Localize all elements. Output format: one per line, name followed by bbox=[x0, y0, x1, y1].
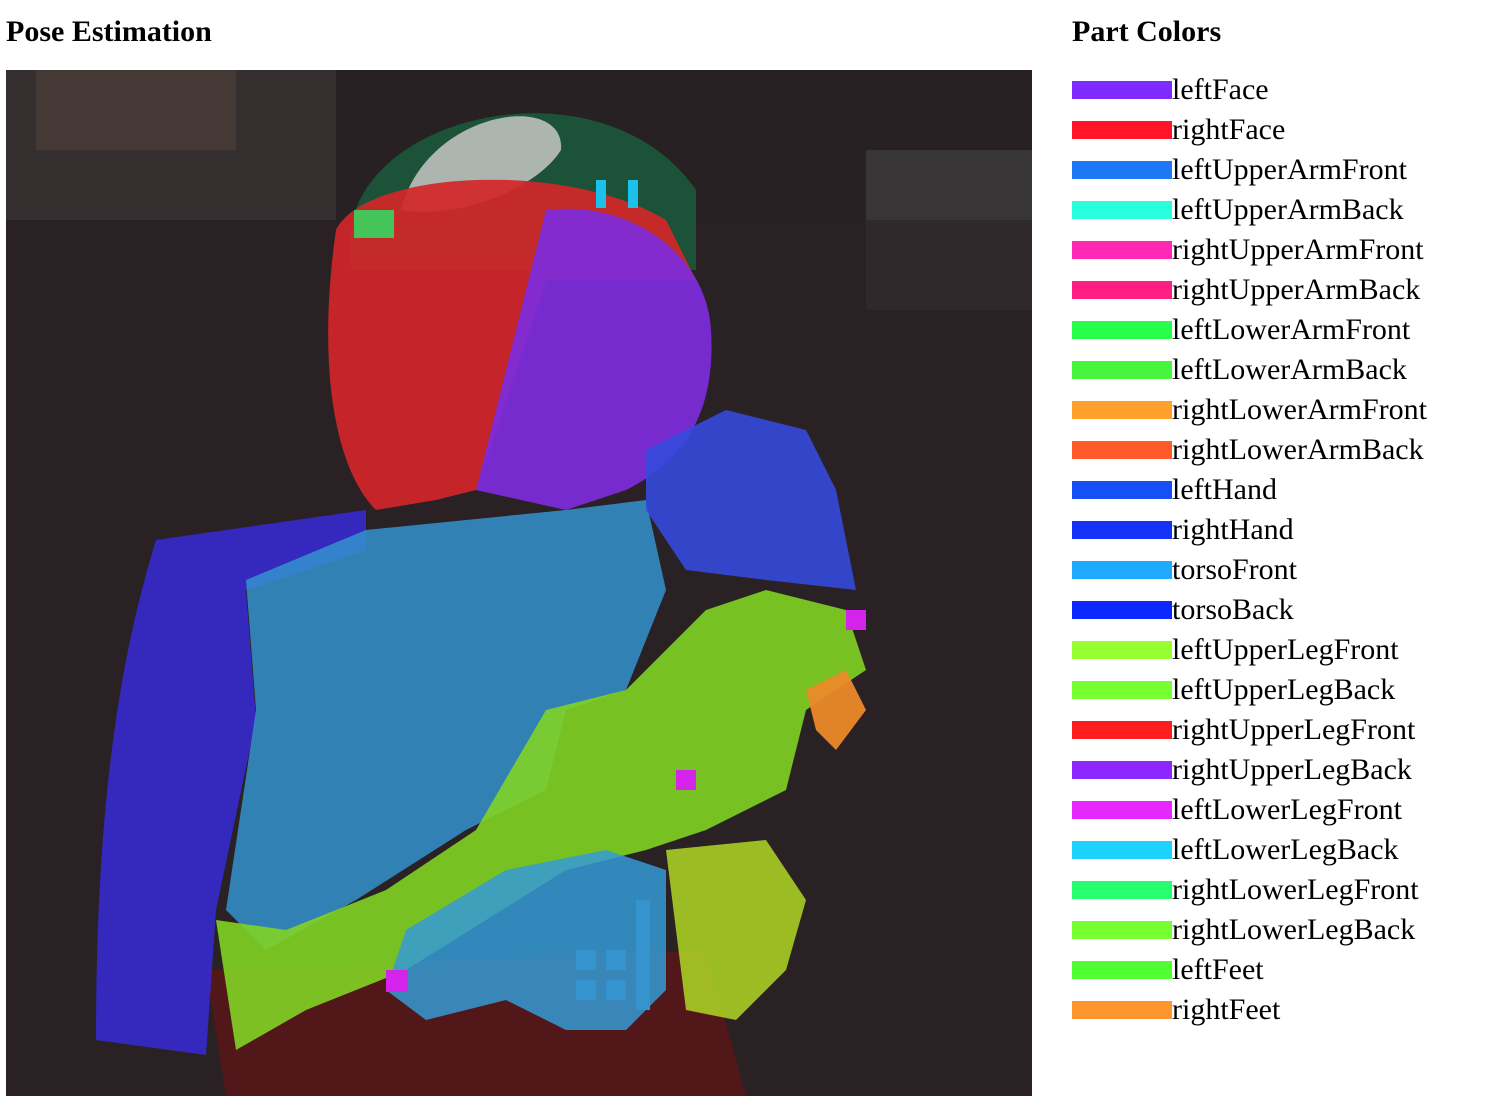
color-swatch bbox=[1072, 721, 1172, 739]
legend-item-right-lower-leg-front: rightLowerLegFront bbox=[1072, 870, 1427, 910]
part-label: leftHand bbox=[1172, 473, 1277, 506]
lower-arm-region bbox=[216, 590, 866, 1050]
part-label: rightUpperArmBack bbox=[1172, 273, 1421, 306]
legend-item-left-upper-leg-front: leftUpperLegFront bbox=[1072, 630, 1427, 670]
color-swatch bbox=[1072, 961, 1172, 979]
legend-item-right-lower-arm-back: rightLowerArmBack bbox=[1072, 430, 1427, 470]
part-label: rightLowerArmBack bbox=[1172, 433, 1424, 466]
dim-overlay bbox=[6, 70, 1032, 1096]
color-swatch bbox=[1072, 161, 1172, 179]
magenta-accent-2 bbox=[386, 970, 408, 992]
legend-item-left-face: leftFace bbox=[1072, 70, 1427, 110]
legend-item-left-upper-arm-front: leftUpperArmFront bbox=[1072, 150, 1427, 190]
part-label: rightLowerLegBack bbox=[1172, 913, 1416, 946]
legend-item-torso-back: torsoBack bbox=[1072, 590, 1427, 630]
right-feet-accent bbox=[806, 670, 866, 750]
part-label: rightLowerArmFront bbox=[1172, 393, 1427, 426]
color-swatch bbox=[1072, 761, 1172, 779]
part-label: leftLowerLegBack bbox=[1172, 833, 1399, 866]
color-swatch bbox=[1072, 241, 1172, 259]
part-label: leftFeet bbox=[1172, 953, 1264, 986]
part-label: rightLowerLegFront bbox=[1172, 873, 1419, 906]
color-swatch bbox=[1072, 321, 1172, 339]
color-swatch bbox=[1072, 121, 1172, 139]
left-upper-arm-region bbox=[96, 510, 366, 1055]
part-label: leftUpperLegBack bbox=[1172, 673, 1396, 706]
color-swatch bbox=[1072, 361, 1172, 379]
legend-item-left-hand: leftHand bbox=[1072, 470, 1427, 510]
part-label: leftUpperArmBack bbox=[1172, 193, 1404, 226]
color-swatch bbox=[1072, 281, 1172, 299]
part-label: rightUpperLegFront bbox=[1172, 713, 1416, 746]
legend-item-right-hand: rightHand bbox=[1072, 510, 1427, 550]
part-label: leftLowerLegFront bbox=[1172, 793, 1402, 826]
shirt-dot-3 bbox=[576, 980, 596, 1000]
legend-item-left-lower-arm-front: leftLowerArmFront bbox=[1072, 310, 1427, 350]
color-swatch bbox=[1072, 81, 1172, 99]
pose-estimation-title: Pose Estimation bbox=[6, 15, 212, 48]
legend-item-left-lower-arm-back: leftLowerArmBack bbox=[1072, 350, 1427, 390]
legend-item-right-upper-arm-back: rightUpperArmBack bbox=[1072, 270, 1427, 310]
segmentation-overlay bbox=[6, 70, 1032, 1096]
shirt-bar bbox=[636, 900, 650, 1010]
torso-front-region bbox=[226, 500, 666, 950]
color-swatch bbox=[1072, 921, 1172, 939]
color-swatch bbox=[1072, 481, 1172, 499]
right-hand-region bbox=[646, 410, 856, 590]
green-cap-accent bbox=[354, 210, 394, 238]
legend-item-left-lower-leg-back: leftLowerLegBack bbox=[1072, 830, 1427, 870]
legend-item-right-feet: rightFeet bbox=[1072, 990, 1427, 1030]
color-swatch bbox=[1072, 521, 1172, 539]
color-swatch bbox=[1072, 441, 1172, 459]
part-label: rightUpperArmFront bbox=[1172, 233, 1424, 266]
legend-item-right-upper-leg-front: rightUpperLegFront bbox=[1072, 710, 1427, 750]
cyan-accent-1 bbox=[596, 180, 606, 208]
color-swatch bbox=[1072, 801, 1172, 819]
color-swatch bbox=[1072, 881, 1172, 899]
color-swatch bbox=[1072, 841, 1172, 859]
background-window bbox=[36, 70, 236, 150]
legend-item-right-upper-leg-back: rightUpperLegBack bbox=[1072, 750, 1427, 790]
segmentation-canvas bbox=[6, 70, 1032, 1096]
legend-item-torso-front: torsoFront bbox=[1072, 550, 1427, 590]
shirt-dot-4 bbox=[606, 980, 626, 1000]
legend-item-left-upper-arm-back: leftUpperArmBack bbox=[1072, 190, 1427, 230]
color-swatch bbox=[1072, 201, 1172, 219]
part-label: rightHand bbox=[1172, 513, 1294, 546]
part-label: torsoFront bbox=[1172, 553, 1298, 586]
legend-item-right-lower-arm-front: rightLowerArmFront bbox=[1072, 390, 1427, 430]
legend-item-right-face: rightFace bbox=[1072, 110, 1427, 150]
color-swatch bbox=[1072, 641, 1172, 659]
yellow-green-region bbox=[666, 840, 806, 1020]
legend-item-left-upper-leg-back: leftUpperLegBack bbox=[1072, 670, 1427, 710]
left-face-region bbox=[476, 208, 712, 511]
part-label: rightUpperLegBack bbox=[1172, 753, 1412, 786]
shirt-dot-2 bbox=[606, 950, 626, 970]
part-label: leftFace bbox=[1172, 73, 1269, 106]
part-label: leftLowerArmBack bbox=[1172, 353, 1407, 386]
cyan-accent-2 bbox=[628, 180, 638, 208]
legend-item-left-feet: leftFeet bbox=[1072, 950, 1427, 990]
part-colors-legend: leftFace rightFace leftUpperArmFront leftUp… bbox=[1072, 70, 1427, 1030]
legend-item-right-lower-leg-back: rightLowerLegBack bbox=[1072, 910, 1427, 950]
legend-item-left-lower-leg-front: leftLowerLegFront bbox=[1072, 790, 1427, 830]
color-swatch bbox=[1072, 401, 1172, 419]
part-label: torsoBack bbox=[1172, 593, 1294, 626]
color-swatch bbox=[1072, 561, 1172, 579]
magenta-accent-1 bbox=[676, 770, 696, 790]
shirt-dot-1 bbox=[576, 950, 596, 970]
part-label: rightFeet bbox=[1172, 993, 1281, 1026]
color-swatch bbox=[1072, 1001, 1172, 1019]
part-colors-title: Part Colors bbox=[1072, 15, 1222, 48]
color-swatch bbox=[1072, 681, 1172, 699]
part-label: leftUpperLegFront bbox=[1172, 633, 1399, 666]
part-label: leftUpperArmFront bbox=[1172, 153, 1407, 186]
color-swatch bbox=[1072, 601, 1172, 619]
magenta-accent-3 bbox=[846, 610, 866, 630]
legend-item-right-upper-arm-front: rightUpperArmFront bbox=[1072, 230, 1427, 270]
part-label: rightFace bbox=[1172, 113, 1286, 146]
part-label: leftLowerArmFront bbox=[1172, 313, 1411, 346]
